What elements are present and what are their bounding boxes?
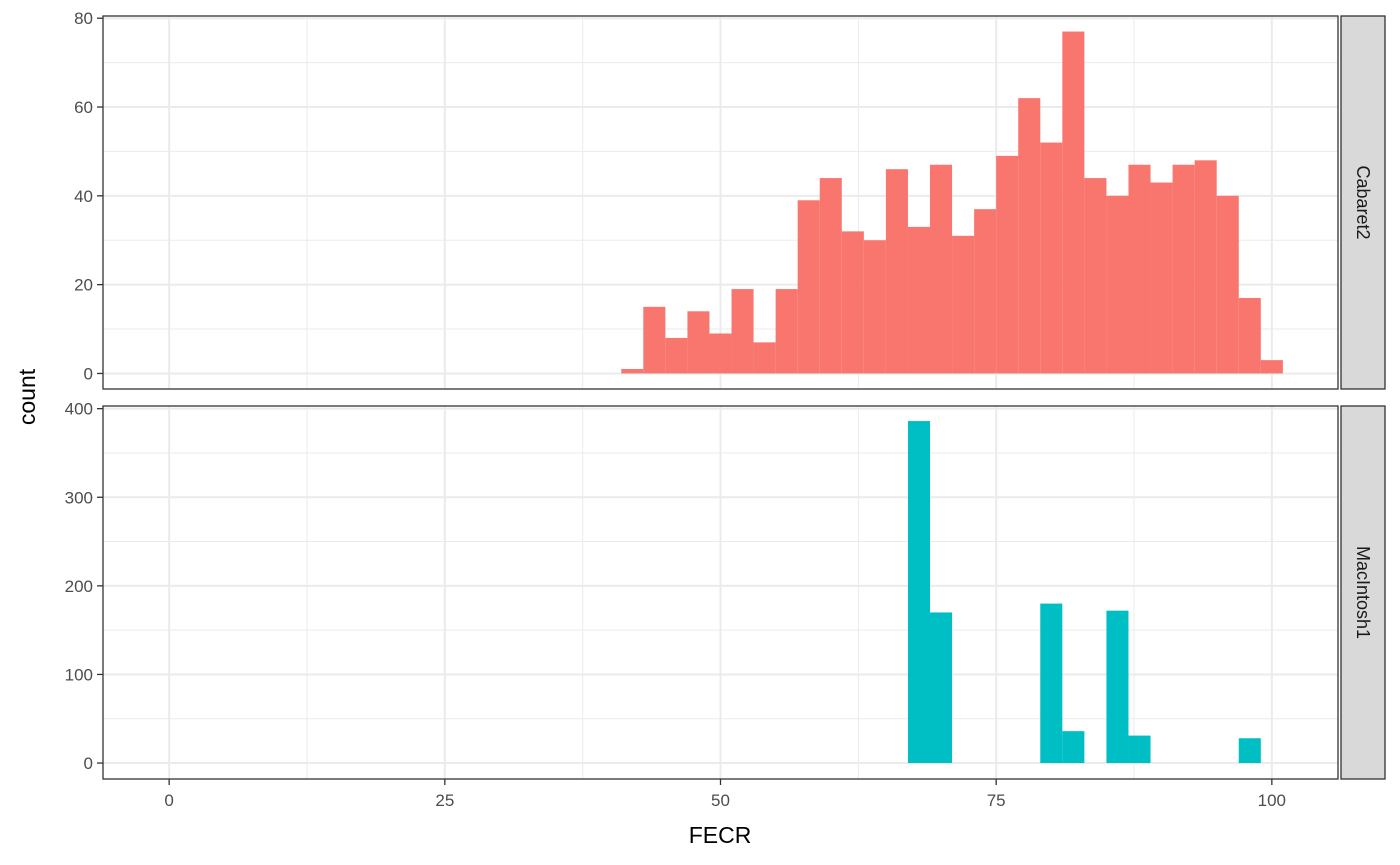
histogram-bar (974, 209, 997, 374)
facet-strip-label: Cabaret2 (1353, 165, 1373, 239)
y-tick-label: 0 (84, 364, 93, 383)
facet-strip: MacIntosh1 (1340, 405, 1386, 780)
histogram-bar (1106, 610, 1129, 764)
facet-panel-macintosh1: 0 100 200 300 400 MacIntosh1 (65, 400, 1386, 780)
facet-panel-cabaret2: 0 20 40 60 80 Cabaret2 (74, 9, 1386, 390)
x-tick-label: 25 (435, 791, 454, 810)
histogram-bar (907, 226, 931, 374)
histogram-bar (819, 178, 842, 374)
histogram-bar (731, 289, 754, 374)
histogram-bar (665, 337, 688, 374)
histogram-bar (1128, 164, 1151, 374)
panel-border (102, 15, 1339, 390)
histogram-bar (621, 369, 644, 374)
x-axis-title: FECR (689, 822, 752, 848)
histogram-bar (1018, 98, 1041, 374)
histogram-bar (643, 306, 666, 374)
histogram-bar (1150, 182, 1173, 374)
y-tick-label: 400 (65, 400, 93, 419)
y-axis-cabaret2: 0 20 40 60 80 (74, 9, 103, 383)
histogram-bar (687, 311, 710, 374)
histogram-bar (863, 240, 886, 374)
histogram-bar (1062, 31, 1085, 374)
histogram-bar (1238, 297, 1261, 374)
panels-layer: 0 20 40 60 80 Cabaret2 0 100 200 300 400 MacIntosh1 (65, 9, 1386, 780)
histogram-bar (753, 342, 776, 374)
histogram-bar (1084, 178, 1107, 374)
facet-strip-background (1340, 405, 1386, 780)
histogram-bar (952, 235, 975, 374)
histogram-bar (1040, 603, 1063, 764)
histogram-bar (841, 231, 864, 374)
histogram-bar (1260, 360, 1283, 374)
y-tick-label: 80 (74, 9, 93, 28)
facet-strip-background (1340, 15, 1386, 390)
y-tick-label: 40 (74, 187, 93, 206)
y-tick-label: 200 (65, 577, 93, 596)
facet-strip-label: MacIntosh1 (1353, 546, 1373, 639)
histogram-bar (1040, 142, 1063, 374)
y-tick-label: 0 (84, 754, 93, 773)
histogram-bar (996, 155, 1019, 374)
histogram-bar (1106, 195, 1129, 374)
histogram-bars (907, 421, 1261, 764)
x-tick-label: 100 (1258, 791, 1286, 810)
histogram-bar (885, 169, 908, 374)
histogram-bars (621, 31, 1283, 374)
histogram-bar (930, 612, 953, 764)
x-tick-label: 75 (987, 791, 1006, 810)
histogram-bar (797, 200, 820, 374)
x-axis: 0 25 50 75 100 (164, 779, 1286, 810)
histogram-bar (1128, 735, 1151, 764)
histogram-bar (1216, 195, 1239, 374)
facet-strip: Cabaret2 (1340, 15, 1386, 390)
histogram-bar (1172, 164, 1195, 374)
y-axis-title: count (14, 368, 40, 425)
histogram-bar (1238, 738, 1261, 764)
y-tick-label: 60 (74, 98, 93, 117)
x-tick-label: 0 (164, 791, 173, 810)
y-tick-label: 100 (65, 665, 93, 684)
histogram-bar (1062, 731, 1085, 764)
histogram-bar (709, 333, 732, 374)
histogram-bar (907, 421, 931, 764)
histogram-bar (1194, 160, 1217, 374)
y-tick-label: 300 (65, 488, 93, 507)
y-axis-macintosh1: 0 100 200 300 400 (65, 400, 103, 773)
histogram-bar (775, 289, 798, 374)
grid-lines (103, 406, 1338, 779)
y-tick-label: 20 (74, 276, 93, 295)
histogram-bar (930, 164, 953, 374)
x-tick-label: 50 (711, 791, 730, 810)
